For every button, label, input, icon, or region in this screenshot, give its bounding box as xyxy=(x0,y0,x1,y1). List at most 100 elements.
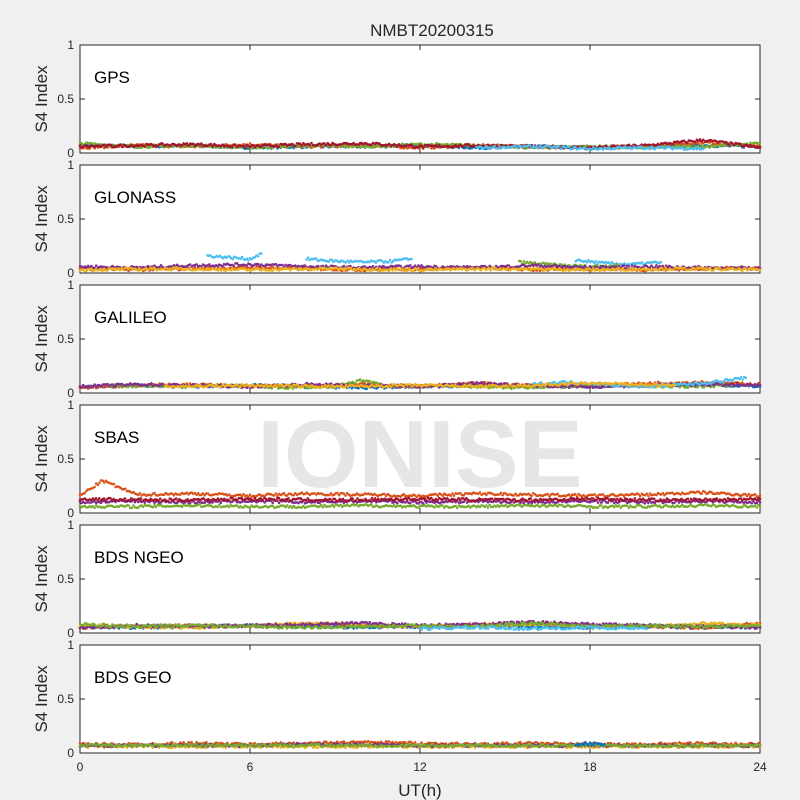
data-point xyxy=(78,144,82,147)
data-point xyxy=(498,144,501,148)
data-point xyxy=(232,264,236,268)
data-point xyxy=(106,269,109,272)
data-point xyxy=(224,269,228,273)
plot-area xyxy=(79,164,761,274)
data-point xyxy=(290,142,294,146)
data-point xyxy=(409,264,412,267)
data-point xyxy=(120,145,124,149)
data-point xyxy=(94,264,98,268)
data-point xyxy=(709,266,712,270)
y-tick-label: 1 xyxy=(67,278,74,292)
data-point xyxy=(627,269,630,272)
data-point xyxy=(88,147,91,150)
data-point xyxy=(459,143,462,147)
data-point xyxy=(378,142,381,145)
data-point xyxy=(323,142,326,145)
data-point xyxy=(300,144,304,147)
data-point xyxy=(371,265,375,268)
data-point xyxy=(134,385,138,389)
data-point xyxy=(567,145,571,149)
data-point xyxy=(672,268,675,272)
data-point xyxy=(693,140,697,144)
data-point xyxy=(277,145,281,148)
data-point xyxy=(741,269,744,273)
data-point xyxy=(319,146,323,149)
data-point xyxy=(149,382,153,385)
data-point xyxy=(200,142,203,145)
data-point xyxy=(342,264,346,268)
data-point xyxy=(363,146,367,150)
y-tick-label: 0.5 xyxy=(57,212,74,226)
data-point xyxy=(314,257,318,260)
data-point xyxy=(510,387,513,391)
data-point xyxy=(310,141,313,145)
data-point xyxy=(736,144,739,147)
y-axis-label: S4 Index xyxy=(32,305,51,373)
data-point xyxy=(712,385,716,389)
data-point xyxy=(438,143,441,147)
data-point xyxy=(93,383,96,386)
data-point xyxy=(298,142,302,146)
data-point xyxy=(527,266,531,270)
data-point xyxy=(339,145,343,149)
y-axis-label: S4 Index xyxy=(32,185,51,253)
plot-area xyxy=(79,44,761,154)
data-point xyxy=(758,268,762,272)
data-point xyxy=(622,264,626,267)
data-point xyxy=(400,142,404,145)
data-point xyxy=(324,143,328,147)
data-point xyxy=(388,258,392,262)
data-point xyxy=(465,264,469,268)
data-point xyxy=(126,385,130,389)
data-point xyxy=(170,268,173,272)
data-point xyxy=(402,147,406,150)
data-point xyxy=(387,142,391,146)
data-point xyxy=(169,144,172,147)
data-point xyxy=(718,266,722,270)
data-point xyxy=(758,142,762,145)
data-point xyxy=(192,142,195,146)
data-point xyxy=(410,144,414,147)
data-point xyxy=(175,144,179,148)
data-point xyxy=(724,140,728,144)
data-point xyxy=(240,255,244,259)
data-point xyxy=(719,143,723,146)
data-point xyxy=(604,144,608,147)
y-tick-label: 1 xyxy=(67,158,74,172)
data-point xyxy=(143,145,147,148)
data-point xyxy=(640,145,644,148)
data-point xyxy=(109,143,113,147)
data-point xyxy=(590,269,593,273)
data-point xyxy=(294,144,297,148)
data-point xyxy=(396,145,399,148)
data-point xyxy=(370,143,373,146)
data-point xyxy=(706,144,710,148)
data-point xyxy=(664,266,667,269)
panel-label: GALILEO xyxy=(94,308,167,327)
data-point xyxy=(454,143,457,147)
data-point xyxy=(727,143,731,146)
data-point xyxy=(538,144,542,147)
data-point xyxy=(234,143,237,146)
data-point xyxy=(467,143,470,146)
data-point xyxy=(106,382,109,386)
data-point xyxy=(180,143,184,147)
data-point xyxy=(421,146,425,149)
data-point xyxy=(496,147,500,150)
data-point xyxy=(708,146,712,149)
data-point xyxy=(185,142,189,145)
y-tick-label: 0.5 xyxy=(57,332,74,346)
data-point xyxy=(630,147,634,151)
data-point xyxy=(739,142,742,146)
data-point xyxy=(187,144,190,147)
data-point xyxy=(640,261,644,264)
data-point xyxy=(462,145,466,148)
data-point xyxy=(248,142,252,145)
data-point xyxy=(617,266,621,270)
data-point xyxy=(591,267,595,270)
data-point xyxy=(574,145,577,149)
data-point xyxy=(119,143,122,146)
